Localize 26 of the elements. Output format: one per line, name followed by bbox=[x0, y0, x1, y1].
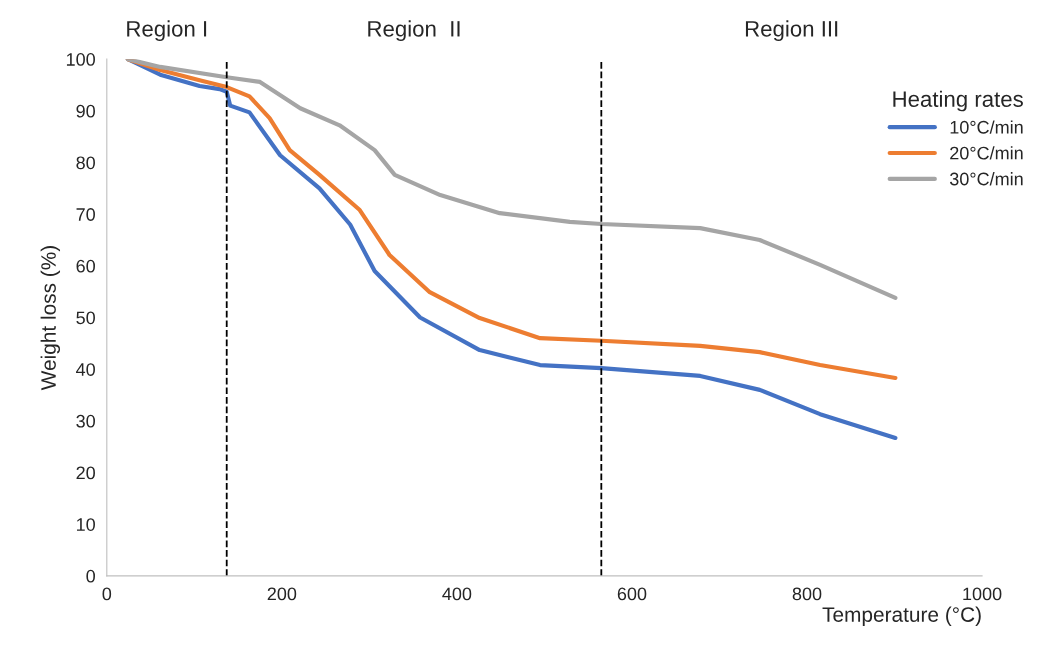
text: Region II bbox=[368, 20, 460, 42]
x-tick-label: 0 bbox=[102, 587, 112, 601]
legend-label: 20°C/min bbox=[950, 146, 1023, 160]
x-axis-title: Temperature (°C) bbox=[822, 606, 981, 627]
y-axis-title: Weight loss (%) bbox=[40, 246, 61, 391]
legend-title: Heating rates bbox=[893, 90, 1023, 112]
y-tick-label: 30 bbox=[76, 414, 95, 428]
y-tick-label: 70 bbox=[76, 208, 95, 221]
y-tick-label: 40 bbox=[76, 363, 95, 376]
legend-label: 10°C/min bbox=[950, 120, 1023, 134]
x-tick-label: 1000 bbox=[963, 587, 1002, 601]
x-tick-label: 400 bbox=[442, 587, 472, 601]
y-tick-label: 50 bbox=[76, 311, 95, 325]
x-tick-label: 200 bbox=[267, 587, 297, 601]
x-tick-label: 600 bbox=[617, 587, 647, 601]
y-tick-label: 90 bbox=[76, 104, 95, 118]
legend-label: 30°C/min bbox=[949, 172, 1023, 186]
y-tick-label: 100 bbox=[66, 53, 95, 66]
y-tick-label: 10 bbox=[77, 518, 95, 531]
y-tick-label: 0 bbox=[86, 569, 95, 583]
y-tick-label: 80 bbox=[76, 156, 95, 170]
text: Region III bbox=[745, 20, 838, 42]
y-tick-label: 20 bbox=[76, 466, 95, 480]
text: Region I bbox=[127, 20, 207, 42]
y-tick-label: 60 bbox=[76, 259, 95, 273]
x-tick-label: 800 bbox=[792, 587, 822, 601]
